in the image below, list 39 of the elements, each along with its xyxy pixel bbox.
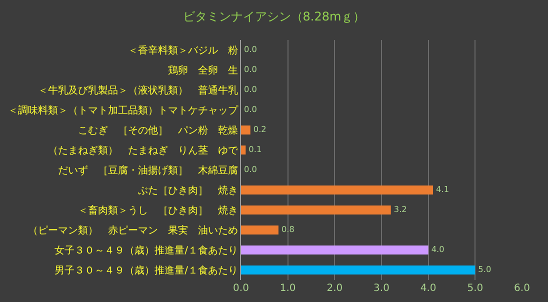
data-label: 0.0 [244, 84, 258, 94]
y-tick-label: （たまねぎ類） たまねぎ りん茎 ゆで [48, 144, 239, 156]
y-tick-label: ＜香辛料類＞バジル 粉 [128, 44, 238, 56]
y-tick-label: （ピーマン類） 赤ピーマン 果実 油いため [28, 224, 238, 236]
bar [241, 206, 391, 214]
x-tick-label: 1.0 [280, 283, 296, 294]
data-label: 0.0 [244, 44, 258, 54]
data-label: 0.2 [253, 124, 266, 134]
bar [241, 126, 250, 134]
y-tick-label: ＜調味料類＞（トマト加工品類）トマトケチャップ [8, 104, 239, 116]
chart-title: ビタミンナイアシン（8.28mｇ） [182, 9, 366, 24]
x-tick-label: 5.0 [467, 283, 484, 294]
y-tick-label: 鶏卵 全卵 生 [168, 64, 238, 76]
bar [241, 246, 428, 254]
data-label: 0.0 [244, 64, 258, 74]
data-label: 0.1 [248, 144, 262, 154]
x-tick-label: 2.0 [326, 283, 343, 294]
x-tick-label: 4.0 [420, 283, 436, 294]
y-tick-label: 男子３０～４９（歳）推進量/１食あたり [54, 264, 238, 276]
data-label: 0.8 [281, 224, 294, 234]
y-tick-label: ぶた［ひき肉］ 焼き [138, 184, 238, 196]
data-label: 4.0 [431, 244, 444, 254]
y-tick-label: ＜牛乳及び乳製品＞（液状乳類） 普通牛乳 [38, 84, 238, 96]
y-tick-label: ＜畜肉類＞うし ［ひき肉］ 焼き [78, 204, 238, 216]
data-label: 0.0 [244, 104, 258, 114]
data-label: 5.0 [478, 264, 492, 274]
bar [241, 226, 278, 234]
data-label: 4.1 [436, 184, 450, 194]
x-tick-label: 6.0 [514, 283, 530, 294]
x-tick-label: 0.0 [233, 283, 249, 294]
bar [241, 186, 434, 194]
y-tick-label: こむぎ ［その他］ パン粉 乾燥 [78, 124, 238, 136]
data-label: 0.0 [244, 164, 258, 174]
bar [241, 266, 476, 274]
y-tick-label: だいず ［豆腐・油揚げ類］ 木綿豆腐 [58, 164, 238, 176]
bar [241, 146, 246, 154]
y-tick-label: 女子３０～４９（歳）推進量/１食あたり [54, 244, 238, 256]
x-tick-label: 3.0 [374, 283, 390, 294]
data-label: 3.2 [394, 204, 407, 214]
